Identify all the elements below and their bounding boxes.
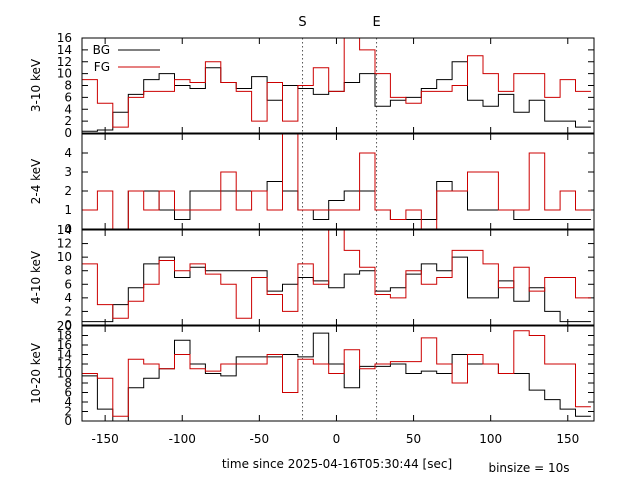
y-axis-label: 10-20 keV — [29, 342, 43, 404]
y-tick-label: 4 — [64, 395, 72, 409]
x-axis-label: time since 2025-04-16T05:30:44 [sec] — [222, 457, 452, 471]
y-axis-label: 2-4 keV — [29, 158, 43, 204]
series-fg-line — [82, 330, 591, 417]
y-tick-label: 6 — [64, 386, 72, 400]
series-fg-line — [82, 133, 591, 230]
marker-label-S: S — [298, 15, 306, 30]
panel-frame — [81, 37, 595, 134]
y-tick-label: 12 — [57, 55, 72, 69]
panel-frame — [81, 229, 595, 326]
y-tick-label: 14 — [57, 223, 72, 237]
y-tick-label: 18 — [57, 329, 72, 343]
x-tick-label: 150 — [556, 432, 579, 446]
marker-label-E: E — [372, 15, 380, 30]
y-tick-label: 8 — [64, 376, 72, 390]
panel-2: 0 1 2 3 4 2-4 keV — [29, 133, 595, 236]
y-tick-label: 14 — [57, 43, 72, 57]
y-tick-label: 16 — [57, 31, 72, 45]
y-tick-label: 14 — [57, 348, 72, 362]
y-tick-label: 2 — [64, 304, 72, 318]
panel-frame — [81, 133, 595, 230]
y-tick-label: 0 — [64, 222, 72, 236]
y-tick-label: 8 — [64, 264, 72, 278]
x-tick-label: 100 — [479, 432, 502, 446]
y-tick-label: 1 — [64, 203, 72, 217]
y-tick-label: 6 — [64, 90, 72, 104]
y-tick-label: 12 — [57, 357, 72, 371]
y-tick-label: 4 — [64, 146, 72, 160]
legend: BG FG — [93, 43, 160, 74]
y-tick-label: 2 — [64, 405, 72, 419]
y-tick-label: 8 — [64, 79, 72, 93]
x-tick-label: 0 — [333, 432, 341, 446]
y-axis-label: 3-10 keV — [29, 58, 43, 112]
series-fg-line — [82, 229, 591, 319]
x-tick-label: -150 — [92, 432, 119, 446]
y-axis-label: 4-10 keV — [29, 250, 43, 304]
series-fg-line — [82, 37, 591, 128]
series-bg-line — [82, 181, 591, 230]
y-tick-label: 20 — [57, 319, 72, 333]
y-tick-label: 0 — [64, 318, 72, 332]
x-tick-label: 50 — [406, 432, 421, 446]
y-tick-label: 2 — [64, 114, 72, 128]
y-tick-label: 0 — [64, 414, 72, 428]
legend-label: BG — [93, 43, 110, 57]
y-tick-label: 3 — [64, 165, 72, 179]
y-tick-label: 12 — [57, 237, 72, 251]
binsize-label: binsize = 10s — [488, 461, 569, 475]
panel-frame — [81, 325, 595, 422]
y-tick-label: 6 — [64, 277, 72, 291]
y-tick-label: 4 — [64, 291, 72, 305]
series-bg-line — [82, 61, 591, 132]
legend-label: FG — [94, 60, 110, 74]
series-bg-line — [82, 256, 591, 323]
x-tick-label: -100 — [169, 432, 196, 446]
y-tick-label: 0 — [64, 126, 72, 140]
y-tick-label: 10 — [57, 67, 72, 81]
x-tick-label: -50 — [250, 432, 270, 446]
y-tick-label: 4 — [64, 102, 72, 116]
y-tick-label: 10 — [57, 250, 72, 264]
series-bg-line — [82, 332, 591, 422]
y-tick-label: 10 — [57, 367, 72, 381]
y-tick-label: 2 — [64, 184, 72, 198]
y-tick-label: 16 — [57, 338, 72, 352]
